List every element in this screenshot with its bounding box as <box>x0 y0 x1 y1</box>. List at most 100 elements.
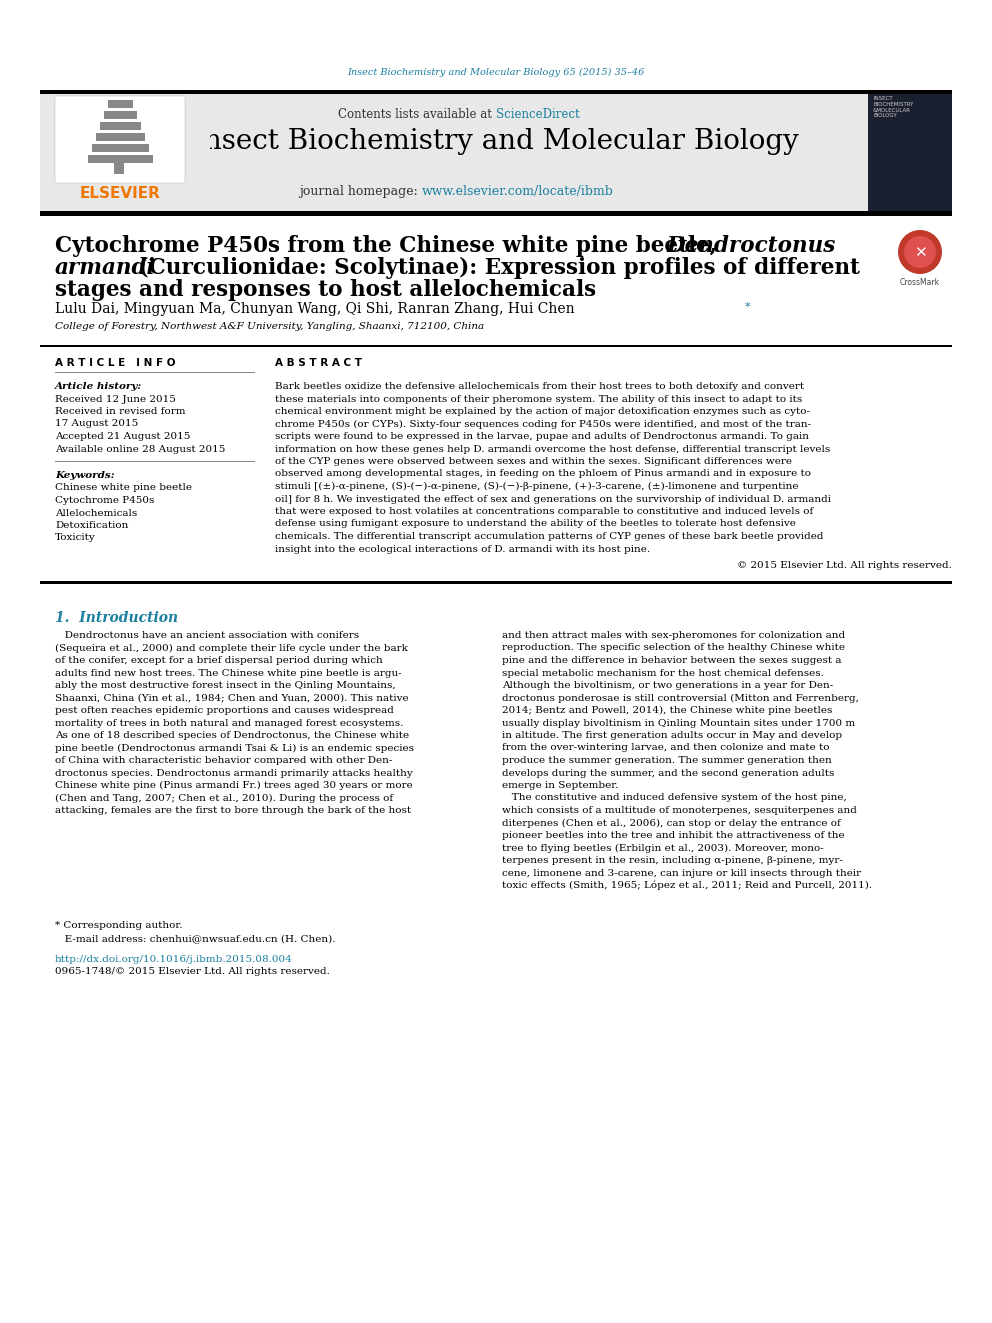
Text: Toxicity: Toxicity <box>55 533 96 542</box>
Text: these materials into components of their pheromone system. The ability of this i: these materials into components of their… <box>275 394 803 404</box>
Text: pioneer beetles into the tree and inhibit the attractiveness of the: pioneer beetles into the tree and inhibi… <box>502 831 844 840</box>
Text: from the over-wintering larvae, and then colonize and mate to: from the over-wintering larvae, and then… <box>502 744 829 753</box>
Text: (Curculionidae: Scolytinae): Expression profiles of different: (Curculionidae: Scolytinae): Expression … <box>131 257 860 279</box>
Bar <box>868 93 952 210</box>
Text: Chinese white pine beetle: Chinese white pine beetle <box>55 483 192 492</box>
Text: Although the bivoltinism, or two generations in a year for Den-: Although the bivoltinism, or two generat… <box>502 681 833 691</box>
Bar <box>96 134 145 142</box>
Text: CrossMark: CrossMark <box>900 278 940 287</box>
Text: and then attract males with sex-pheromones for colonization and: and then attract males with sex-pheromon… <box>502 631 845 640</box>
Text: Detoxification: Detoxification <box>55 521 128 531</box>
Text: pine beetle (Dendroctonus armandi Tsai & Li) is an endemic species: pine beetle (Dendroctonus armandi Tsai &… <box>55 744 414 753</box>
Text: ELSEVIER: ELSEVIER <box>79 187 161 201</box>
Text: Accepted 21 August 2015: Accepted 21 August 2015 <box>55 433 190 441</box>
Text: diterpenes (Chen et al., 2006), can stop or delay the entrance of: diterpenes (Chen et al., 2006), can stop… <box>502 819 841 828</box>
Text: Keywords:: Keywords: <box>55 471 115 480</box>
Text: ably the most destructive forest insect in the Qinling Mountains,: ably the most destructive forest insect … <box>55 681 396 691</box>
Text: www.elsevier.com/locate/ibmb: www.elsevier.com/locate/ibmb <box>422 185 614 198</box>
Text: 0965-1748/© 2015 Elsevier Ltd. All rights reserved.: 0965-1748/© 2015 Elsevier Ltd. All right… <box>55 967 330 976</box>
Text: Dendroctonus: Dendroctonus <box>667 235 836 257</box>
Text: Cytochrome P450s: Cytochrome P450s <box>55 496 155 505</box>
Text: College of Forestry, Northwest A&F University, Yangling, Shaanxi, 712100, China: College of Forestry, Northwest A&F Unive… <box>55 321 484 331</box>
Text: of the conifer, except for a brief dispersal period during which: of the conifer, except for a brief dispe… <box>55 656 383 665</box>
Text: information on how these genes help D. armandi overcome the host defense, differ: information on how these genes help D. a… <box>275 445 830 454</box>
Text: Insect Biochemistry and Molecular Biology 65 (2015) 35–46: Insect Biochemistry and Molecular Biolog… <box>347 67 645 77</box>
Text: cene, limonene and 3-carene, can injure or kill insects through their: cene, limonene and 3-carene, can injure … <box>502 868 861 877</box>
Bar <box>55 97 185 183</box>
Text: tree to flying beetles (Erbilgin et al., 2003). Moreover, mono-: tree to flying beetles (Erbilgin et al.,… <box>502 844 823 852</box>
Text: droctonus ponderosae is still controversial (Mitton and Ferrenberg,: droctonus ponderosae is still controvers… <box>502 693 859 703</box>
Text: A B S T R A C T: A B S T R A C T <box>275 359 362 368</box>
Text: develops during the summer, and the second generation adults: develops during the summer, and the seco… <box>502 769 834 778</box>
Bar <box>88 155 153 163</box>
Text: droctonus species. Dendroctonus armandi primarily attacks healthy: droctonus species. Dendroctonus armandi … <box>55 769 413 778</box>
Bar <box>100 122 141 130</box>
Bar <box>40 345 952 347</box>
Text: toxic effects (Smith, 1965; López et al., 2011; Reid and Purcell, 2011).: toxic effects (Smith, 1965; López et al.… <box>502 881 872 890</box>
Text: INSECT
BIOCHEMISTRY
&MOLECULAR
BIOLOGY: INSECT BIOCHEMISTRY &MOLECULAR BIOLOGY <box>873 97 914 118</box>
Text: As one of 18 described species of Dendroctonus, the Chinese white: As one of 18 described species of Dendro… <box>55 732 409 740</box>
Text: chemical environment might be explained by the action of major detoxification en: chemical environment might be explained … <box>275 407 810 415</box>
Text: that were exposed to host volatiles at concentrations comparable to constitutive: that were exposed to host volatiles at c… <box>275 507 813 516</box>
Text: of the CYP genes were observed between sexes and within the sexes. Significant d: of the CYP genes were observed between s… <box>275 456 792 466</box>
Bar <box>40 93 952 210</box>
Text: Bark beetles oxidize the defensive allelochemicals from their host trees to both: Bark beetles oxidize the defensive allel… <box>275 382 805 392</box>
Circle shape <box>904 235 936 269</box>
Bar <box>40 93 210 210</box>
Text: insight into the ecological interactions of D. armandi with its host pine.: insight into the ecological interactions… <box>275 545 650 553</box>
Text: ScienceDirect: ScienceDirect <box>496 108 579 120</box>
Text: Article history:: Article history: <box>55 382 142 392</box>
Bar <box>40 210 952 216</box>
Text: mortality of trees in both natural and managed forest ecosystems.: mortality of trees in both natural and m… <box>55 718 404 728</box>
Bar <box>104 111 137 119</box>
Text: Dendroctonus have an ancient association with conifers: Dendroctonus have an ancient association… <box>55 631 359 640</box>
Text: chrome P450s (or CYPs). Sixty-four sequences coding for P450s were identified, a: chrome P450s (or CYPs). Sixty-four seque… <box>275 419 811 429</box>
Text: Received in revised form: Received in revised form <box>55 407 186 415</box>
Circle shape <box>898 230 942 274</box>
Bar <box>108 101 133 108</box>
Text: Available online 28 August 2015: Available online 28 August 2015 <box>55 445 225 454</box>
Text: usually display bivoltinism in Qinling Mountain sites under 1700 m: usually display bivoltinism in Qinling M… <box>502 718 855 728</box>
Text: * Corresponding author.: * Corresponding author. <box>55 922 183 930</box>
Text: pine and the difference in behavior between the sexes suggest a: pine and the difference in behavior betw… <box>502 656 841 665</box>
Text: stimuli [(±)-α-pinene, (S)-(−)-α-pinene, (S)-(−)-β-pinene, (+)-3-carene, (±)-lim: stimuli [(±)-α-pinene, (S)-(−)-α-pinene,… <box>275 482 799 491</box>
Text: chemicals. The differential transcript accumulation patterns of CYP genes of the: chemicals. The differential transcript a… <box>275 532 823 541</box>
Text: 17 August 2015: 17 August 2015 <box>55 419 138 429</box>
Text: armandi: armandi <box>55 257 156 279</box>
Text: special metabolic mechanism for the host chemical defenses.: special metabolic mechanism for the host… <box>502 668 824 677</box>
Text: © 2015 Elsevier Ltd. All rights reserved.: © 2015 Elsevier Ltd. All rights reserved… <box>737 561 952 570</box>
Text: which consists of a multitude of monoterpenes, sesquiterpenes and: which consists of a multitude of monoter… <box>502 806 857 815</box>
Text: Chinese white pine (Pinus armandi Fr.) trees aged 30 years or more: Chinese white pine (Pinus armandi Fr.) t… <box>55 781 413 790</box>
Text: *: * <box>745 302 751 312</box>
Text: stages and responses to host allelochemicals: stages and responses to host allelochemi… <box>55 279 596 302</box>
Text: The constitutive and induced defensive system of the host pine,: The constitutive and induced defensive s… <box>502 794 847 803</box>
Text: in altitude. The first generation adults occur in May and develop: in altitude. The first generation adults… <box>502 732 842 740</box>
Text: 1.  Introduction: 1. Introduction <box>55 611 179 624</box>
Text: of China with characteristic behavior compared with other Den-: of China with characteristic behavior co… <box>55 755 393 765</box>
Bar <box>40 581 952 583</box>
Text: A R T I C L E   I N F O: A R T I C L E I N F O <box>55 359 176 368</box>
Text: scripts were found to be expressed in the larvae, pupae and adults of Dendrocton: scripts were found to be expressed in th… <box>275 433 809 441</box>
Text: (Chen and Tang, 2007; Chen et al., 2010). During the process of: (Chen and Tang, 2007; Chen et al., 2010)… <box>55 794 393 803</box>
Text: http://dx.doi.org/10.1016/j.ibmb.2015.08.004: http://dx.doi.org/10.1016/j.ibmb.2015.08… <box>55 954 293 963</box>
Text: Allelochemicals: Allelochemicals <box>55 508 137 517</box>
Text: (Sequeira et al., 2000) and complete their life cycle under the bark: (Sequeira et al., 2000) and complete the… <box>55 643 408 652</box>
Bar <box>40 90 952 94</box>
Text: produce the summer generation. The summer generation then: produce the summer generation. The summe… <box>502 755 831 765</box>
Text: pest often reaches epidemic proportions and causes widespread: pest often reaches epidemic proportions … <box>55 706 394 714</box>
Text: Lulu Dai, Mingyuan Ma, Chunyan Wang, Qi Shi, Ranran Zhang, Hui Chen: Lulu Dai, Mingyuan Ma, Chunyan Wang, Qi … <box>55 302 574 316</box>
Text: defense using fumigant exposure to understand the ability of the beetles to tole: defense using fumigant exposure to under… <box>275 520 796 528</box>
Bar <box>92 144 149 152</box>
Text: Shaanxi, China (Yin et al., 1984; Chen and Yuan, 2000). This native: Shaanxi, China (Yin et al., 1984; Chen a… <box>55 693 409 703</box>
Text: observed among developmental stages, in feeding on the phloem of Pinus armandi a: observed among developmental stages, in … <box>275 470 811 479</box>
Text: ✕: ✕ <box>914 246 927 261</box>
Text: emerge in September.: emerge in September. <box>502 781 618 790</box>
Text: journal homepage:: journal homepage: <box>300 185 422 198</box>
Text: oil] for 8 h. We investigated the effect of sex and generations on the survivors: oil] for 8 h. We investigated the effect… <box>275 495 831 504</box>
Text: Cytochrome P450s from the Chinese white pine beetle,: Cytochrome P450s from the Chinese white … <box>55 235 724 257</box>
Bar <box>114 156 124 175</box>
Text: 2014; Bentz and Powell, 2014), the Chinese white pine beetles: 2014; Bentz and Powell, 2014), the Chine… <box>502 706 832 716</box>
Text: Contents lists available at: Contents lists available at <box>338 108 496 120</box>
Text: terpenes present in the resin, including α-pinene, β-pinene, myr-: terpenes present in the resin, including… <box>502 856 843 865</box>
Text: Insect Biochemistry and Molecular Biology: Insect Biochemistry and Molecular Biolog… <box>193 128 799 155</box>
